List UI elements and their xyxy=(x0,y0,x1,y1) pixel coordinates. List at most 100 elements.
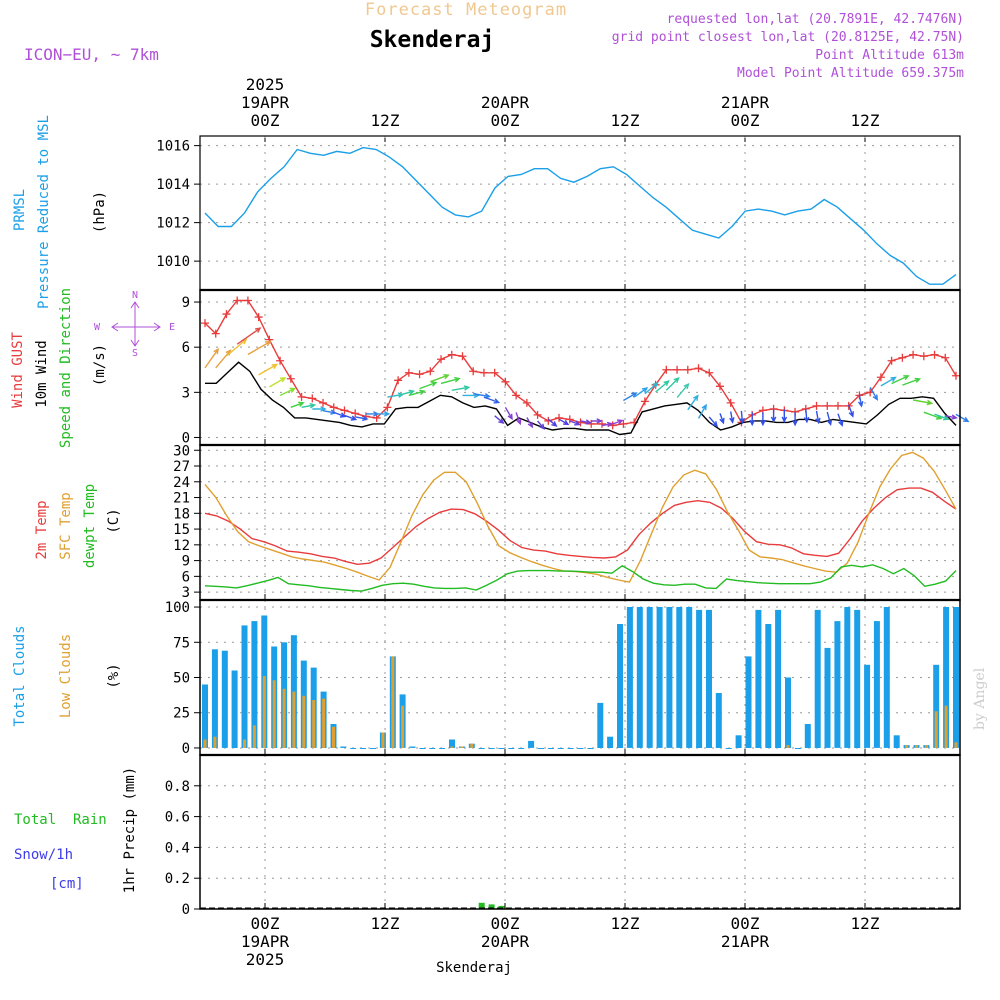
series-wind-0 xyxy=(204,299,957,427)
wind-arrow xyxy=(749,412,755,427)
total-cloud-bar xyxy=(943,607,950,748)
ytick-label-3: 1016 xyxy=(156,139,190,155)
total-cloud-bar xyxy=(893,735,900,748)
low-cloud-bar xyxy=(252,725,256,748)
wind-arrow xyxy=(623,392,638,402)
gust-marker xyxy=(297,392,306,401)
time-top-label-0-2: 00Z xyxy=(251,111,280,130)
prmsl-sub-label: Pressure Reduced to MSL xyxy=(36,115,52,309)
gust-marker xyxy=(662,365,671,374)
gust-marker xyxy=(533,410,542,419)
total-cloud-bar xyxy=(251,621,258,748)
total-cloud-bar xyxy=(706,609,712,748)
wind-arrow xyxy=(290,401,305,408)
low-cloud-bar xyxy=(262,676,266,748)
wind-arrow xyxy=(269,377,287,388)
total-cloud-bar xyxy=(518,748,525,749)
gust-marker xyxy=(415,370,424,379)
ytick-label-3: 12 xyxy=(173,538,190,554)
time-bottom-label-0-0: 00Z xyxy=(251,914,280,933)
wind-arrow xyxy=(537,420,546,430)
gust-marker xyxy=(490,368,499,377)
total-cloud-bar xyxy=(429,748,436,749)
wind-arrow xyxy=(440,376,461,385)
total-cloud-bar xyxy=(587,748,594,749)
snow-unit: [cm] xyxy=(50,876,84,892)
ytick-label-2: 9 xyxy=(182,554,190,570)
gust-marker xyxy=(812,401,821,410)
gust-marker xyxy=(254,313,263,322)
prmsl-label: PRMSL xyxy=(12,189,28,231)
total-cloud-bar xyxy=(953,607,959,748)
total-cloud-bar xyxy=(646,607,653,748)
wind-arrow xyxy=(344,414,358,421)
total-cloud-bar xyxy=(854,609,861,748)
low-cloud-bar xyxy=(401,705,405,748)
total-cloud-bar xyxy=(864,664,871,748)
wind-arrow xyxy=(848,404,854,418)
gust-marker xyxy=(211,329,220,338)
ytick-label-3: 75 xyxy=(173,635,190,651)
wind-arrow xyxy=(676,382,690,399)
wind-arrow xyxy=(837,413,844,427)
time-top-label-0-1: 19APR xyxy=(241,93,290,112)
total-cloud-bar xyxy=(834,621,841,748)
total-cloud-bar xyxy=(686,607,693,748)
gust-marker xyxy=(233,296,242,305)
time-top-label-2-0: 20APR xyxy=(481,93,530,112)
wind-arrow xyxy=(408,389,426,397)
total-cloud-bar xyxy=(290,635,297,748)
ytick-label-7: 24 xyxy=(173,475,190,491)
wind-arrow xyxy=(770,409,777,423)
low-cloud-bar xyxy=(954,742,958,748)
total-cloud-bar xyxy=(508,748,515,749)
gust-marker xyxy=(243,296,252,305)
low-cloud-bar xyxy=(915,745,918,748)
wind-arrow xyxy=(869,386,879,401)
gust-marker xyxy=(308,394,317,403)
low-cloud-bar xyxy=(243,739,246,748)
cloud-unit: (%) xyxy=(106,663,122,688)
total-cloud-bar xyxy=(241,625,248,748)
series-temperature-2 xyxy=(204,564,957,592)
gust-marker xyxy=(340,406,349,415)
total-cloud-bar xyxy=(409,746,416,748)
ytick-label-2: 1014 xyxy=(156,177,190,193)
rain-bar xyxy=(478,902,485,909)
total-cloud-bar xyxy=(547,748,554,749)
total-cloud-bar xyxy=(696,609,703,748)
time-bottom-label-2-1: 20APR xyxy=(481,932,530,951)
total-cloud-bar xyxy=(597,702,604,748)
gust-marker xyxy=(833,401,842,410)
wind-arrow xyxy=(301,403,317,409)
total-cloud-bar xyxy=(844,607,851,748)
wind-arrow xyxy=(912,399,934,406)
wind-arrow xyxy=(665,376,680,391)
rain-bar xyxy=(488,904,495,909)
wind-unit: (m/s) xyxy=(92,344,108,386)
gust-marker xyxy=(919,352,928,361)
low-cloud-bar xyxy=(450,746,454,748)
gridpoint-coords: grid point closest lon,lat (20.8125E, 42… xyxy=(612,30,964,45)
wind-arrow xyxy=(226,338,248,357)
ytick-label-1: 1012 xyxy=(156,216,190,232)
low-cloud-bar xyxy=(924,745,928,748)
wind-arrow xyxy=(633,387,649,398)
low-cloud-bar xyxy=(322,698,326,748)
low-clouds-label: Low Clouds xyxy=(58,634,74,718)
model-altitude: Model Point Altitude 659.375m xyxy=(737,66,964,81)
ytick-label-1: 6 xyxy=(182,569,190,585)
wind-arrow xyxy=(934,413,950,421)
snow-label: Snow/1h xyxy=(14,847,73,863)
time-top-label-4-0: 21APR xyxy=(721,93,770,112)
total-cloud-bar xyxy=(666,607,673,748)
wind-arrow xyxy=(655,380,670,393)
low-cloud-bar xyxy=(292,691,296,748)
gust-marker xyxy=(683,365,692,374)
panel-precip: 0 0.2 0.4 0.6 0.8 xyxy=(165,754,961,918)
gust-marker xyxy=(952,371,960,380)
compass-east: E xyxy=(169,322,175,333)
panel-frame-pressure xyxy=(199,135,961,291)
total-cloud-bar xyxy=(617,624,623,748)
gust-marker xyxy=(329,403,338,412)
